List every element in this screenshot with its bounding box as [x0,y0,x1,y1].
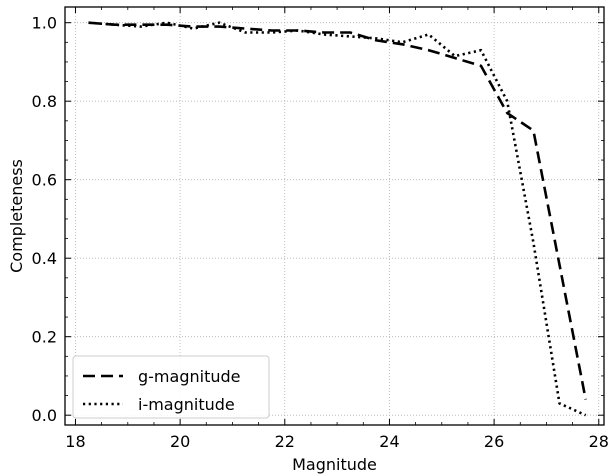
x-tick-label: 18 [65,432,85,451]
series-lines [88,21,587,417]
legend-label-g-magnitude: g-magnitude [138,367,240,386]
series-line-g-magnitude [88,21,587,400]
y-tick-label: 0.6 [32,171,57,190]
x-tick-label: 26 [484,432,504,451]
y-tick-label: 0.4 [32,249,57,268]
x-tick-label: 22 [275,432,295,451]
x-tick-label: 24 [379,432,399,451]
series-line-i-magnitude [88,21,587,417]
y-axis-title: Completeness [7,159,26,273]
x-tick-label: 28 [589,432,609,451]
plot-frame [64,6,605,426]
legend: g-magnitude i-magnitude [72,355,270,419]
legend-label-i-magnitude: i-magnitude [138,395,235,414]
y-tick-label: 0.2 [32,328,57,347]
grid [65,7,604,425]
legend-box [72,355,270,419]
y-tick-label: 0.0 [32,406,57,425]
y-tick-label: 0.8 [32,92,57,111]
x-tick-label: 20 [170,432,190,451]
y-tick-label: 1.0 [32,14,57,33]
ticks: 18 20 22 24 26 28 0.0 0.2 0.4 0.6 0.8 1.0 [32,7,609,451]
x-axis-title: Magnitude [292,455,377,474]
